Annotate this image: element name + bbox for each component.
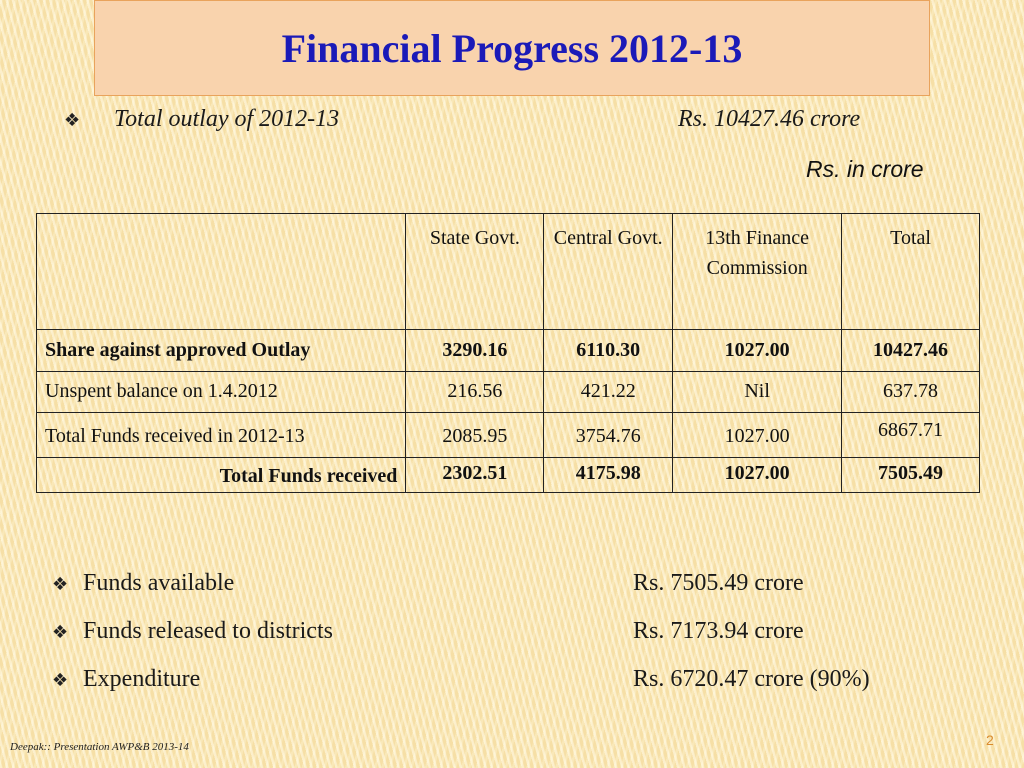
row-label: Total Funds received in 2012-13 [35, 412, 407, 458]
row-label: Total Funds received [35, 457, 407, 493]
header-cell-13th-finance-commission: 13th Finance Commission [672, 213, 843, 330]
table-cell: 1027.00 [672, 329, 843, 372]
summary-item: ❖ Expenditure Rs. 6720.47 crore (90%) [52, 666, 952, 696]
summary-value: Rs. 7173.94 crore [633, 618, 804, 644]
table-cell: 3290.16 [405, 329, 545, 372]
header-cell-total: Total [841, 213, 980, 330]
table-header-row: State Govt. Central Govt. 13th Finance C… [35, 213, 980, 330]
total-outlay-value: Rs. 10427.46 crore [678, 106, 861, 132]
header-cell-state-govt: State Govt. [405, 213, 545, 330]
summary-label: Funds available [83, 570, 235, 596]
table-cell: 216.56 [405, 371, 545, 413]
table-row: Share against approved Outlay 3290.16 61… [35, 329, 980, 372]
table-cell: Nil [672, 371, 843, 413]
header-cell-blank [35, 213, 407, 330]
row-label: Unspent balance on 1.4.2012 [35, 371, 407, 413]
diamond-bullet-icon: ❖ [52, 574, 69, 595]
table-cell: 6867.71 [841, 412, 980, 458]
total-outlay-label: Total outlay of 2012-13 [114, 106, 340, 132]
summary-item: ❖ Funds released to districts Rs. 7173.9… [52, 618, 952, 648]
summary-label: Expenditure [83, 666, 201, 692]
table-row: Total Funds received in 2012-13 2085.95 … [35, 412, 980, 458]
table-row: Unspent balance on 1.4.2012 216.56 421.2… [35, 371, 980, 413]
footer-text: Deepak:: Presentation AWP&B 2013-14 [10, 741, 189, 753]
table-cell: 637.78 [841, 371, 980, 413]
summary-item: ❖ Funds available Rs. 7505.49 crore [52, 570, 952, 600]
diamond-bullet-icon: ❖ [52, 670, 69, 691]
financial-table: State Govt. Central Govt. 13th Finance C… [35, 213, 980, 493]
title-box: Financial Progress 2012-13 [94, 0, 930, 96]
unit-note: Rs. in crore [806, 156, 924, 182]
header-cell-central-govt: Central Govt. [543, 213, 674, 330]
table-cell: 4175.98 [543, 457, 674, 493]
diamond-bullet-icon: ❖ [64, 110, 81, 131]
row-label: Share against approved Outlay [35, 329, 407, 372]
table-cell: 2085.95 [405, 412, 545, 458]
page-number: 2 [986, 732, 994, 748]
table-row: Total Funds received 2302.51 4175.98 102… [35, 457, 980, 493]
summary-value: Rs. 7505.49 crore [633, 570, 804, 596]
total-outlay-line: ❖ Total outlay of 2012-13 Rs. 10427.46 c… [64, 106, 964, 136]
table-cell: 2302.51 [405, 457, 545, 493]
table-cell: 3754.76 [543, 412, 674, 458]
table-cell: 10427.46 [841, 329, 980, 372]
table-cell: 6110.30 [543, 329, 674, 372]
summary-label: Funds released to districts [83, 618, 333, 644]
slide-title: Financial Progress 2012-13 [281, 25, 743, 71]
table-cell: 7505.49 [841, 457, 980, 493]
table-cell: 1027.00 [672, 412, 843, 458]
table-cell: 421.22 [543, 371, 674, 413]
summary-value: Rs. 6720.47 crore (90%) [633, 666, 870, 692]
table-cell: 1027.00 [672, 457, 843, 493]
diamond-bullet-icon: ❖ [52, 622, 69, 643]
